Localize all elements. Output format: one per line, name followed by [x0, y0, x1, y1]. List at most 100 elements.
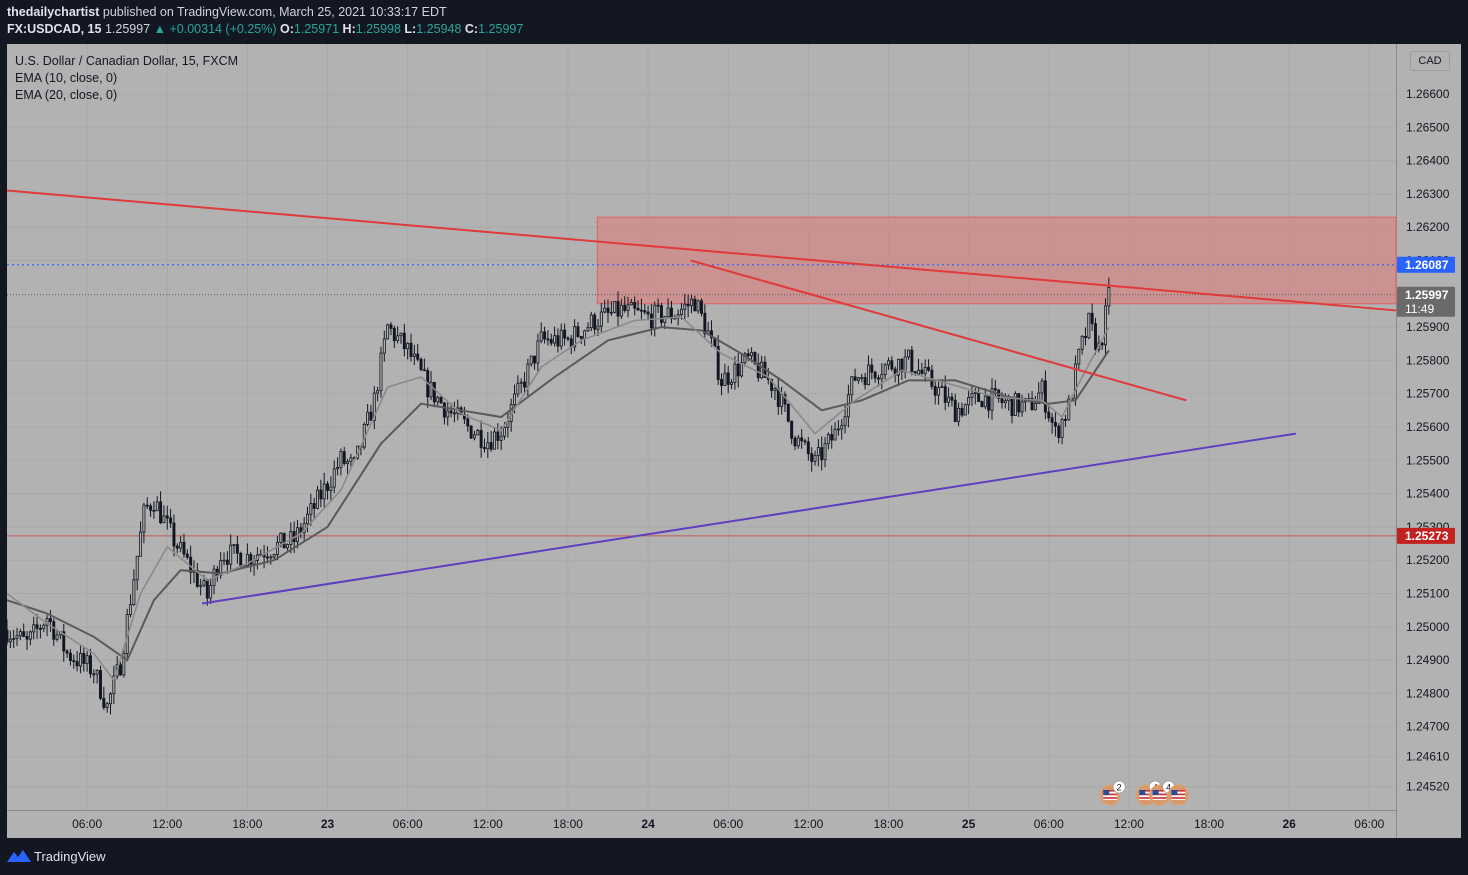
candle-body: [142, 504, 146, 533]
candle-body: [199, 584, 203, 587]
candle-body: [392, 327, 396, 342]
candle-body: [980, 401, 984, 408]
candle-body: [159, 501, 163, 524]
x-tick-label: 06:00: [1034, 817, 1064, 831]
candle-body: [185, 553, 189, 558]
candle-body: [379, 352, 383, 392]
support-trendline: [201, 432, 1296, 605]
candle-body: [439, 396, 443, 404]
candle-body: [790, 420, 794, 439]
candle-body: [169, 517, 173, 524]
x-tick-label: 06:00: [713, 817, 743, 831]
candle-body: [316, 489, 319, 509]
candle-body: [412, 353, 416, 357]
candle-body: [693, 298, 697, 312]
candle-body: [549, 339, 553, 344]
candle-body: [810, 453, 814, 462]
candle-body: [666, 307, 670, 317]
candle-body: [803, 440, 807, 443]
candle-body: [576, 326, 580, 337]
candle-body: [559, 329, 563, 347]
candle-body: [533, 355, 537, 364]
candle-body: [245, 554, 249, 567]
candle-body: [746, 353, 750, 357]
legend-ema10[interactable]: EMA (10, close, 0): [15, 71, 118, 85]
y-tick-label: 1.25000: [1406, 620, 1450, 634]
legend-title: U.S. Dollar / Canadian Dollar, 15, FXCM: [15, 54, 239, 68]
candle-body: [436, 396, 440, 403]
candle-body: [122, 653, 126, 676]
candle-body: [750, 352, 754, 357]
candle-body: [225, 559, 229, 565]
candle-body: [232, 544, 236, 546]
candle-body: [78, 652, 82, 667]
candle-body: [937, 387, 941, 396]
candle-body: [993, 388, 997, 391]
candle-body: [786, 403, 790, 422]
high-label: H:: [342, 22, 356, 36]
legend-ema20[interactable]: EMA (20, close, 0): [15, 88, 118, 102]
y-tick-label: 1.26200: [1406, 220, 1450, 234]
y-tick-label: 1.25600: [1406, 420, 1450, 434]
x-tick-label: 06:00: [1354, 817, 1384, 831]
candle-body: [109, 693, 112, 705]
candle-body: [12, 638, 16, 640]
candle-body: [883, 364, 887, 375]
candle-body: [923, 366, 927, 374]
flag-canton-icon: [1103, 790, 1110, 795]
supply-zone: [596, 216, 1397, 305]
candle-body: [82, 652, 86, 664]
candle-body: [543, 331, 547, 340]
last-price: 1.25997: [104, 22, 151, 36]
candle-body: [573, 326, 577, 348]
candle-body: [639, 309, 643, 312]
candle-body: [376, 390, 380, 394]
candle-body: [977, 392, 981, 403]
y-tick-label: 1.26500: [1406, 120, 1450, 134]
candle-body: [683, 303, 687, 310]
currency-button[interactable]: CAD: [1410, 51, 1450, 71]
candle-body: [900, 358, 904, 373]
candle-body: [800, 437, 804, 442]
flag-stripe-icon: [1171, 793, 1186, 796]
candle-body: [1067, 398, 1071, 421]
candle-body: [105, 703, 109, 708]
candle-body: [476, 429, 480, 436]
candle-body: [205, 580, 209, 599]
candle-body: [432, 381, 436, 403]
open-label: O:: [279, 22, 294, 36]
y-tick-label: 1.24800: [1406, 686, 1450, 700]
candle-body: [349, 457, 353, 462]
candle-body: [907, 349, 910, 358]
candle-body: [703, 312, 707, 335]
candle-body: [65, 650, 69, 654]
candle-body: [366, 411, 370, 425]
candle-body: [472, 434, 476, 439]
candle-body: [152, 509, 156, 512]
candle-body: [149, 505, 153, 511]
candle-body: [553, 335, 557, 344]
candle-body: [653, 304, 657, 329]
candle-body: [402, 332, 406, 350]
flag-stripe-icon: [1103, 797, 1118, 799]
candle-body: [1010, 398, 1014, 416]
candle-body: [466, 418, 470, 427]
candle-body: [329, 486, 333, 491]
author-name[interactable]: thedailychartist: [7, 5, 100, 19]
flag-stripe-icon: [1171, 790, 1186, 792]
candle-body: [770, 378, 774, 391]
flag-stripe-icon: [1152, 797, 1167, 799]
candle-body: [756, 362, 760, 379]
candle-body: [422, 369, 426, 372]
candle-body: [743, 353, 747, 364]
price-tag-label: 1.25997: [1405, 288, 1449, 302]
flag-stripe-icon: [1139, 793, 1154, 796]
time-axis-pane: [7, 810, 1396, 838]
candle-body: [1040, 380, 1044, 394]
candle-body: [493, 431, 496, 450]
candle-body: [1107, 287, 1111, 307]
price-chart[interactable]: 1.266001.265001.264001.263001.262001.261…: [7, 44, 1461, 838]
footer-bar: TradingView: [0, 838, 1468, 875]
x-tick-label: 24: [641, 817, 655, 831]
chart-area[interactable]: 1.266001.265001.264001.263001.262001.261…: [7, 44, 1461, 838]
